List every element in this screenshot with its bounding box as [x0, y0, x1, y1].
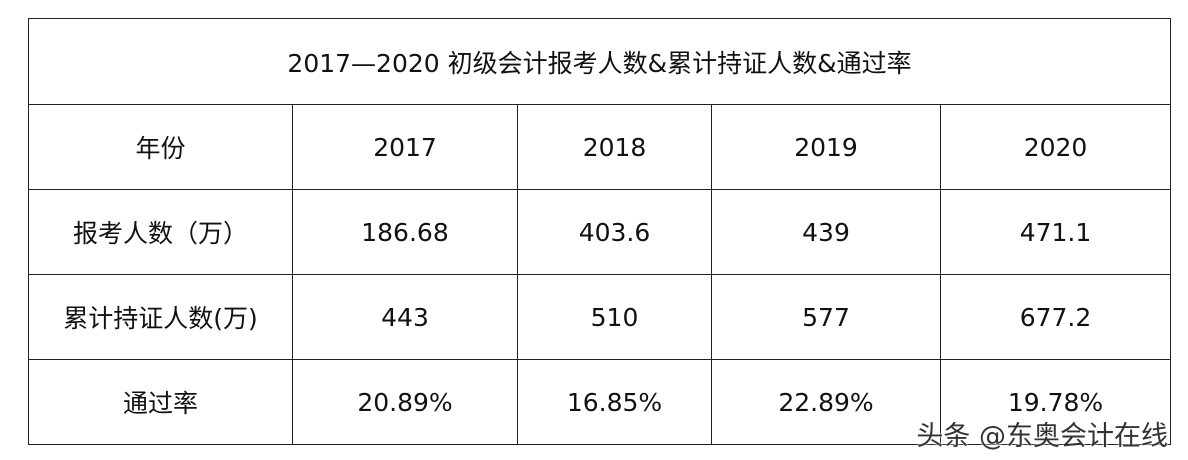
table-cell: 2019: [711, 104, 941, 190]
table-row: 通过率 20.89% 16.85% 22.89% 19.78%: [28, 359, 1172, 445]
table-cell: 471.1: [939, 189, 1172, 275]
table-cell: 2018: [517, 104, 712, 190]
row-header: 年份: [28, 104, 293, 190]
data-table: 2017—2020 初级会计报考人数&累计持证人数&通过率 年份 2017 2018…: [27, 18, 1172, 445]
table-cell: 19.78%: [939, 359, 1172, 445]
table-title: 2017—2020 初级会计报考人数&累计持证人数&通过率: [27, 18, 1172, 105]
table-cell: 2020: [939, 104, 1172, 190]
table-cell: 677.2: [939, 274, 1172, 360]
row-header: 报考人数（万）: [28, 189, 293, 275]
table-cell: 20.89%: [292, 359, 518, 445]
table-cell: 577: [711, 274, 941, 360]
table-cell: 510: [517, 274, 712, 360]
row-header: 累计持证人数(万): [28, 274, 293, 360]
table-cell: 16.85%: [517, 359, 712, 445]
table-cell: 2017: [292, 104, 518, 190]
table-row: 累计持证人数(万) 443 510 577 677.2: [28, 274, 1172, 360]
table-cell: 403.6: [517, 189, 712, 275]
watermark: 头条 @东奥会计在线: [916, 421, 1168, 452]
title-row: 2017—2020 初级会计报考人数&累计持证人数&通过率: [27, 18, 1172, 105]
table-row: 年份 2017 2018 2019 2020: [28, 104, 1172, 190]
row-header: 通过率: [28, 359, 293, 445]
table-cell: 443: [292, 274, 518, 360]
table-body: 2017—2020 初级会计报考人数&累计持证人数&通过率 年份 2017 2018…: [27, 18, 1172, 445]
table-cell: 186.68: [292, 189, 518, 275]
table-row: 报考人数（万） 186.68 403.6 439 471.1: [28, 189, 1172, 275]
table-cell: 439: [711, 189, 941, 275]
table-cell: 22.89%: [711, 359, 941, 445]
